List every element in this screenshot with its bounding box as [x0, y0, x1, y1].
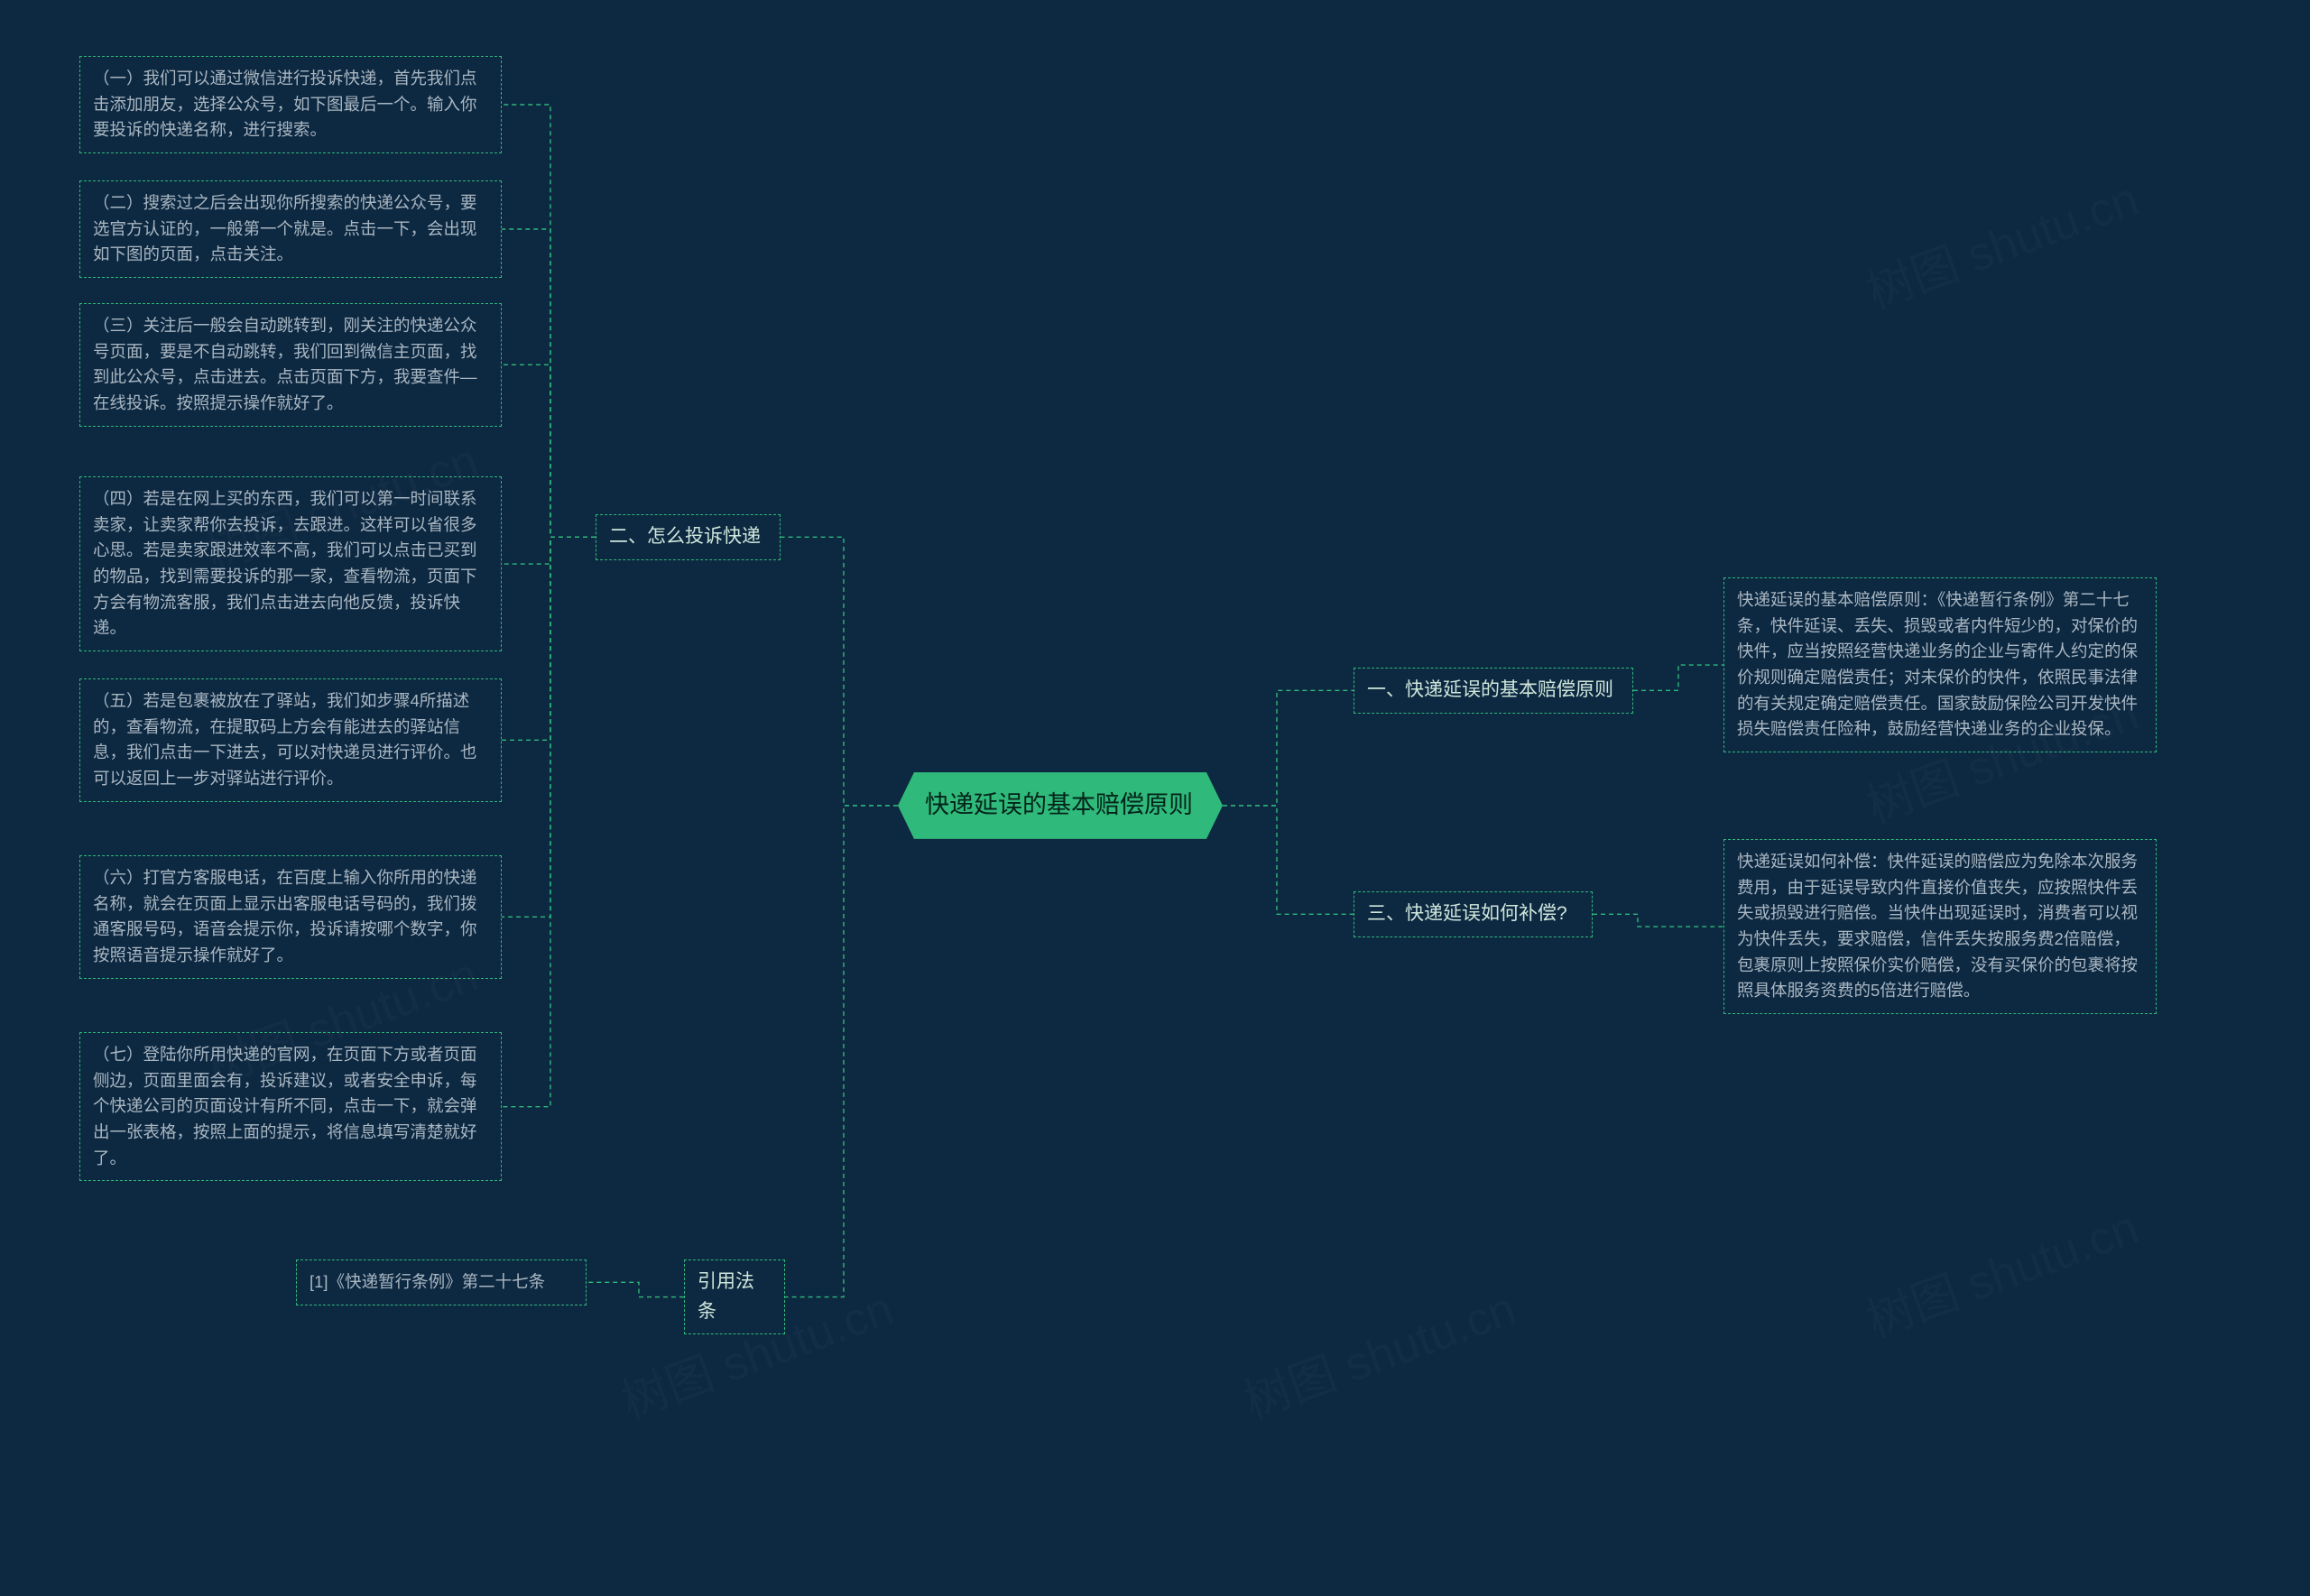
leaf-r2l1: 快递延误如何补偿：快件延误的赔偿应为免除本次服务费用，由于延误导致内件直接价值丧…	[1723, 839, 2157, 1014]
branch-r2: 三、快递延误如何补偿?	[1354, 891, 1593, 937]
root-label: 快递延误的基本赔偿原则	[925, 791, 1193, 818]
leaf-l1l7: （七）登陆你所用快递的官网，在页面下方或者页面侧边，页面里面会有，投诉建议，或者…	[79, 1032, 502, 1181]
watermark: 树图 shutu.cn	[1234, 1270, 1524, 1431]
branch-l1: 二、怎么投诉快递	[596, 514, 781, 560]
leaf-l1l4: （四）若是在网上买的东西，我们可以第一时间联系卖家，让卖家帮你去投诉，去跟进。这…	[79, 476, 502, 651]
leaf-r1l1: 快递延误的基本赔偿原则：《快递暂行条例》第二十七条，快件延误、丢失、损毁或者内件…	[1723, 577, 2157, 752]
branch-l2: 引用法条	[684, 1259, 785, 1334]
branch-r1: 一、快递延误的基本赔偿原则	[1354, 668, 1633, 714]
leaf-l1l5: （五）若是包裹被放在了驿站，我们如步骤4所描述的，查看物流，在提取码上方会有能进…	[79, 678, 502, 802]
leaf-l1l1: （一）我们可以通过微信进行投诉快递，首先我们点击添加朋友，选择公众号，如下图最后…	[79, 56, 502, 153]
root-node: 快递延误的基本赔偿原则	[898, 772, 1223, 839]
leaf-l1l3: （三）关注后一般会自动跳转到，刚关注的快递公众号页面，要是不自动跳转，我们回到微…	[79, 303, 502, 427]
watermark: 树图 shutu.cn	[1856, 1189, 2147, 1350]
leaf-l2l1: [1]《快递暂行条例》第二十七条	[296, 1259, 587, 1305]
leaf-l1l2: （二）搜索过之后会出现你所搜索的快递公众号，要选官方认证的，一般第一个就是。点击…	[79, 180, 502, 278]
watermark: 树图 shutu.cn	[1856, 161, 2147, 321]
leaf-l1l6: （六）打官方客服电话，在百度上输入你所用的快递名称，就会在页面上显示出客服电话号…	[79, 855, 502, 979]
